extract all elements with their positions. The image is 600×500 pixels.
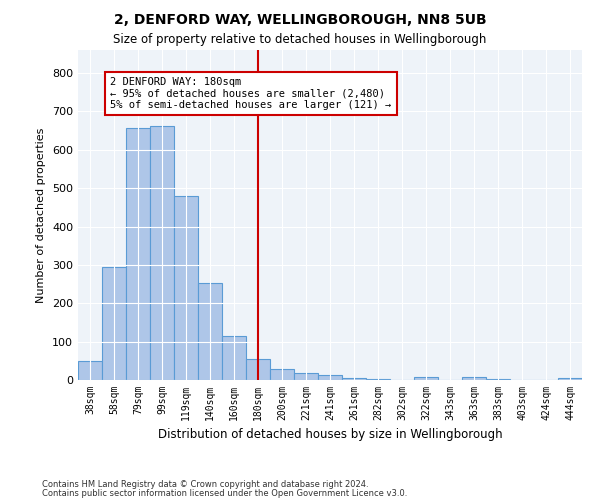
- Text: Size of property relative to detached houses in Wellingborough: Size of property relative to detached ho…: [113, 32, 487, 46]
- Text: Contains public sector information licensed under the Open Government Licence v3: Contains public sector information licen…: [42, 490, 407, 498]
- Text: 2, DENFORD WAY, WELLINGBOROUGH, NN8 5UB: 2, DENFORD WAY, WELLINGBOROUGH, NN8 5UB: [113, 12, 487, 26]
- Bar: [150, 126, 174, 380]
- Y-axis label: Number of detached properties: Number of detached properties: [37, 128, 46, 302]
- Text: 2 DENFORD WAY: 180sqm
← 95% of detached houses are smaller (2,480)
5% of semi-de: 2 DENFORD WAY: 180sqm ← 95% of detached …: [110, 77, 392, 110]
- X-axis label: Distribution of detached houses by size in Wellingborough: Distribution of detached houses by size …: [158, 428, 502, 442]
- Text: Contains HM Land Registry data © Crown copyright and database right 2024.: Contains HM Land Registry data © Crown c…: [42, 480, 368, 489]
- Bar: [558, 378, 582, 380]
- Bar: [486, 379, 510, 380]
- Bar: [294, 373, 318, 380]
- Bar: [102, 267, 126, 380]
- Bar: [366, 379, 390, 380]
- Bar: [198, 283, 222, 380]
- Bar: [270, 369, 294, 380]
- Bar: [414, 378, 438, 380]
- Bar: [318, 375, 342, 380]
- Bar: [78, 361, 102, 380]
- Bar: [342, 378, 366, 380]
- Bar: [126, 128, 150, 380]
- Bar: [222, 336, 246, 380]
- Bar: [174, 196, 198, 380]
- Bar: [462, 377, 486, 380]
- Bar: [246, 359, 270, 380]
